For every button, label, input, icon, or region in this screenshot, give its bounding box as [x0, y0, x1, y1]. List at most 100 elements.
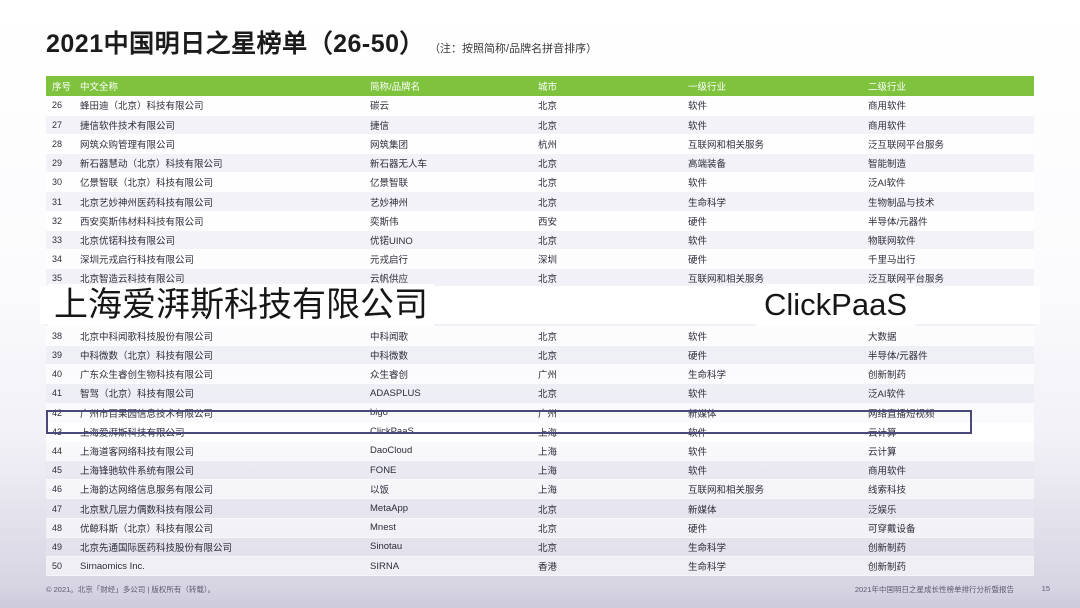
table-row[interactable]: 49 北京先通国际医药科技股份有限公司 Sinotau 北京 生命科学 创新制药	[46, 537, 1034, 558]
cell-name: 上海锋驰软件系统有限公司	[76, 460, 366, 481]
cell-industry-secondary: 泛娱乐	[864, 498, 1034, 519]
cell-name: 蜂田迪（北京）科技有限公司	[76, 96, 366, 116]
cell-industry-primary: 软件	[684, 115, 864, 135]
cell-no: 49	[46, 537, 76, 558]
cell-brand: Sinotau	[366, 537, 534, 558]
cell-industry-secondary: 大数据	[864, 326, 1034, 346]
cell-industry-primary: 硬件	[684, 249, 864, 270]
cell-name: 北京艺妙神州医药科技有限公司	[76, 191, 366, 212]
overlay-band: 上海爱湃斯科技有限公司 ClickPaaS	[40, 283, 1040, 327]
cell-name: 北京优锘科技有限公司	[76, 230, 366, 251]
cell-city: 北京	[534, 383, 684, 404]
title-note-text: （注：按照简称/品牌名拼音排序）	[429, 43, 598, 55]
overlay-company-name: 上海爱湃斯科技有限公司	[48, 284, 434, 326]
cell-name: 广东众生睿创生物科技有限公司	[76, 364, 366, 385]
table-header: 序号 中文全称 简称/品牌名 城市 一级行业 二级行业	[46, 76, 1034, 96]
cell-industry-secondary: 创新制药	[864, 364, 1034, 385]
table-row[interactable]: 50 Sirnaomics Inc. SIRNA 香港 生命科学 创新制药	[46, 556, 1034, 577]
table-row[interactable]: 26 蜂田迪（北京）科技有限公司 碳云 北京 软件 商用软件	[46, 96, 1034, 116]
cell-industry-primary: 生命科学	[684, 537, 864, 558]
column-header-brand: 简称/品牌名	[366, 76, 534, 96]
cell-no: 46	[46, 479, 76, 500]
cell-brand: 优锘UINO	[366, 230, 534, 251]
table-row[interactable]: 40 广东众生睿创生物科技有限公司 众生睿创 广州 生命科学 创新制药	[46, 364, 1034, 385]
table-row[interactable]: 30 亿景智联（北京）科技有限公司 亿景智联 北京 软件 泛AI软件	[46, 172, 1034, 193]
cell-city: 北京	[534, 230, 684, 251]
cell-no: 26	[46, 96, 76, 116]
table-row[interactable]: 44 上海道客网络科技有限公司 DaoCloud 上海 软件 云计算	[46, 441, 1034, 462]
cell-industry-secondary: 商用软件	[864, 460, 1034, 481]
cell-name: 上海道客网络科技有限公司	[76, 441, 366, 462]
cell-industry-primary: 硬件	[684, 518, 864, 538]
table-row[interactable]: 34 深圳元戎启行科技有限公司 元戎启行 深圳 硬件 千里马出行	[46, 249, 1034, 270]
cell-city: 北京	[534, 498, 684, 519]
cell-no: 33	[46, 230, 76, 251]
cell-brand: 网筑集团	[366, 134, 534, 155]
cell-brand: 艺妙神州	[366, 191, 534, 212]
cell-name: 中科微数（北京）科技有限公司	[76, 345, 366, 366]
cell-city: 北京	[534, 115, 684, 135]
cell-city: 杭州	[534, 134, 684, 155]
cell-industry-primary: 互联网和相关服务	[684, 134, 864, 155]
cell-industry-primary: 新媒体	[684, 403, 864, 423]
cell-name: 北京先通国际医药科技股份有限公司	[76, 537, 366, 558]
cell-name: Sirnaomics Inc.	[76, 556, 366, 577]
cell-industry-secondary: 网络直播短视频	[864, 403, 1034, 423]
table-row[interactable]: 42 广州市百果园信息技术有限公司 bigo 广州 新媒体 网络直播短视频	[46, 403, 1034, 423]
table-row[interactable]: 35 北京智造云科技有限公司 云帆供应 北京 互联网和相关服务 泛互联网平台服务	[46, 268, 1034, 289]
cell-no: 32	[46, 211, 76, 231]
cell-industry-primary: 软件	[684, 383, 864, 404]
column-header-industry-primary: 一级行业	[684, 76, 864, 96]
cell-brand: ADASPLUS	[366, 383, 534, 404]
cell-city: 上海	[534, 460, 684, 481]
cell-industry-secondary: 泛互联网平台服务	[864, 134, 1034, 155]
table-row[interactable]: 32 西安奕斯伟材料科技有限公司 奕斯伟 西安 硬件 半导体/元器件	[46, 211, 1034, 231]
cell-name: 上海韵达网络信息服务有限公司	[76, 479, 366, 500]
cell-city: 北京	[534, 326, 684, 346]
cell-city: 北京	[534, 96, 684, 116]
cell-brand: 捷信	[366, 115, 534, 135]
cell-industry-secondary: 云计算	[864, 422, 1034, 442]
cell-brand: 新石器无人车	[366, 153, 534, 174]
cell-no: 44	[46, 441, 76, 462]
cell-industry-primary: 生命科学	[684, 191, 864, 212]
table-row[interactable]: 33 北京优锘科技有限公司 优锘UINO 北京 软件 物联网软件	[46, 230, 1034, 251]
cell-no: 29	[46, 153, 76, 174]
cell-city: 广州	[534, 403, 684, 423]
table-row[interactable]: 38 北京中科闻歌科技股份有限公司 中科闻歌 北京 软件 大数据	[46, 326, 1034, 346]
cell-industry-secondary: 物联网软件	[864, 230, 1034, 251]
cell-city: 北京	[534, 172, 684, 193]
cell-industry-primary: 软件	[684, 422, 864, 442]
footer-report-title: 2021年中国明日之星成长性榜单排行分析暨报告	[854, 585, 1014, 594]
table-row[interactable]: 48 优鲸科斯（北京）科技有限公司 Mnest 北京 硬件 可穿戴设备	[46, 518, 1034, 538]
table-row[interactable]: 47 北京默几层力偶数科技有限公司 MetaApp 北京 新媒体 泛娱乐	[46, 498, 1034, 519]
table-row[interactable]: 31 北京艺妙神州医药科技有限公司 艺妙神州 北京 生命科学 生物制品与技术	[46, 191, 1034, 212]
column-header-name: 中文全称	[76, 76, 366, 96]
cell-brand: 中科闻歌	[366, 326, 534, 346]
table-row[interactable]: 29 新石器慧动（北京）科技有限公司 新石器无人车 北京 高端装备 智能制造	[46, 153, 1034, 174]
cell-name: 网筑众购管理有限公司	[76, 134, 366, 155]
table-row[interactable]: 41 智驾（北京）科技有限公司 ADASPLUS 北京 软件 泛AI软件	[46, 383, 1034, 404]
cell-industry-secondary: 创新制药	[864, 537, 1034, 558]
table-row[interactable]: 27 捷信软件技术有限公司 捷信 北京 软件 商用软件	[46, 115, 1034, 135]
cell-industry-secondary: 商用软件	[864, 96, 1034, 116]
title-main-text: 2021中国明日之星榜单（26-50）	[46, 30, 426, 58]
table-row[interactable]: 28 网筑众购管理有限公司 网筑集团 杭州 互联网和相关服务 泛互联网平台服务	[46, 134, 1034, 155]
cell-city: 北京	[534, 191, 684, 212]
table-row[interactable]: 39 中科微数（北京）科技有限公司 中科微数 北京 硬件 半导体/元器件	[46, 345, 1034, 366]
cell-city: 香港	[534, 556, 684, 577]
cell-city: 北京	[534, 537, 684, 558]
table-row[interactable]: 43 上海爱湃斯科技有限公司 ClickPaaS 上海 软件 云计算	[46, 422, 1034, 442]
table-row[interactable]: 45 上海锋驰软件系统有限公司 FONE 上海 软件 商用软件	[46, 460, 1034, 481]
cell-industry-primary: 软件	[684, 441, 864, 462]
table-row[interactable]: 46 上海韵达网络信息服务有限公司 以饭 上海 互联网和相关服务 线索科技	[46, 479, 1034, 500]
cell-no: 43	[46, 422, 76, 442]
cell-no: 27	[46, 115, 76, 135]
cell-name: 广州市百果园信息技术有限公司	[76, 403, 366, 423]
cell-brand: 奕斯伟	[366, 211, 534, 231]
cell-brand: 中科微数	[366, 345, 534, 366]
cell-name: 北京中科闻歌科技股份有限公司	[76, 326, 366, 346]
cell-industry-primary: 高端装备	[684, 153, 864, 174]
cell-no: 31	[46, 191, 76, 212]
cell-name: 新石器慧动（北京）科技有限公司	[76, 153, 366, 174]
